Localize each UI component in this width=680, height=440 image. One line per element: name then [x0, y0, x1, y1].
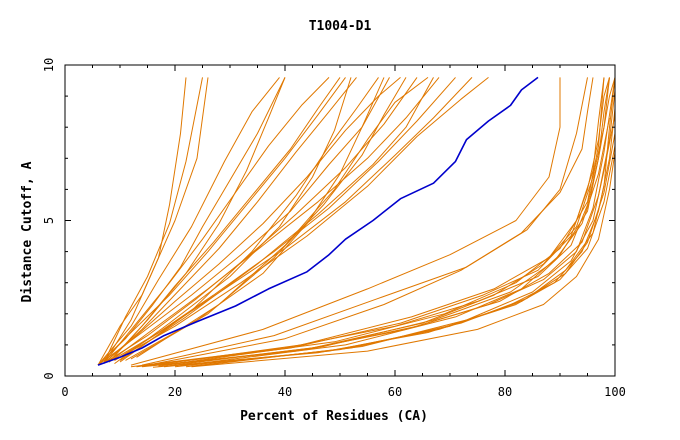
model-line-8 — [103, 77, 401, 364]
model-line-15 — [97, 77, 286, 366]
chart-title: T1004-D1 — [309, 19, 372, 34]
model-line-21 — [114, 77, 352, 365]
model-line-5 — [103, 77, 330, 364]
model-line-28 — [136, 77, 610, 368]
model-line-18 — [130, 77, 407, 360]
model-line-2 — [103, 77, 203, 364]
model-line-19 — [125, 77, 385, 361]
model-line-38 — [141, 77, 588, 366]
model-line-32 — [152, 77, 605, 366]
highlight-layer — [97, 76, 539, 366]
model-line-4 — [97, 77, 280, 366]
x-tick-label: 20 — [168, 385, 182, 399]
x-axis-label: Percent of Residues (CA) — [240, 409, 428, 424]
model-line-10 — [103, 77, 418, 365]
model-line-30 — [158, 77, 610, 367]
model-line-6 — [97, 77, 346, 366]
model-line-16 — [108, 77, 341, 363]
model-line-41 — [163, 77, 605, 366]
y-tick-label: 5 — [42, 217, 56, 224]
model-line-40 — [191, 152, 616, 368]
model-line-9 — [97, 77, 390, 366]
model-line-31 — [174, 133, 616, 368]
model-line-23 — [108, 77, 286, 363]
model-line-34 — [169, 117, 610, 367]
x-tick-label: 60 — [388, 385, 402, 399]
model-line-11 — [108, 77, 440, 363]
x-tick-label: 40 — [278, 385, 292, 399]
model-line-7 — [103, 77, 357, 364]
highlight-line — [97, 76, 539, 366]
y-tick-label: 10 — [42, 58, 56, 72]
model-line-14 — [114, 77, 489, 361]
model-line-35 — [196, 114, 616, 367]
x-tick-label: 100 — [604, 385, 626, 399]
model-line-3 — [103, 77, 209, 364]
model-line-37 — [130, 77, 561, 366]
x-tick-label: 0 — [61, 385, 68, 399]
x-tick-label: 80 — [498, 385, 512, 399]
y-tick-label: 0 — [42, 372, 56, 379]
model-line-22 — [119, 77, 379, 363]
model-line-25 — [141, 77, 616, 368]
model-line-20 — [136, 77, 429, 358]
model-line-36 — [147, 77, 594, 366]
model-line-29 — [163, 145, 616, 368]
y-axis-label: Distance Cutoff, A — [20, 161, 35, 302]
model-line-39 — [180, 77, 616, 367]
model-line-17 — [119, 77, 434, 361]
ticks-layer: 0 20 40 60 80 100 0 5 10 — [42, 58, 626, 399]
series-layer — [97, 77, 616, 368]
